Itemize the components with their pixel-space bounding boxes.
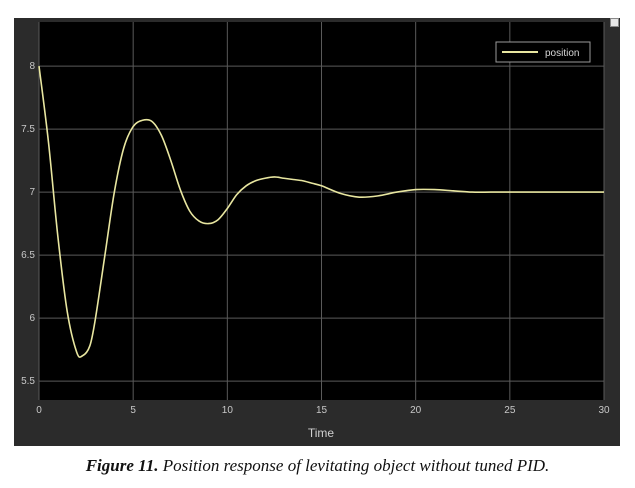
x-tick-labels: 0 5 10 15 20 25 30 <box>36 405 610 416</box>
figure-caption: Figure 11. Position response of levitati… <box>0 456 635 476</box>
x-tick-label: 20 <box>410 405 422 416</box>
legend-label: position <box>545 48 579 59</box>
x-tick-label: 10 <box>222 405 234 416</box>
y-tick-label: 6.5 <box>21 250 35 261</box>
scope-corner-icon <box>610 18 619 27</box>
x-tick-label: 0 <box>36 405 42 416</box>
scope-window: 5.5 6 6.5 7 7.5 8 0 5 10 15 20 25 30 Time position <box>14 18 620 446</box>
y-tick-label: 7 <box>29 187 35 198</box>
x-axis-label: Time <box>308 426 335 440</box>
y-tick-labels: 5.5 6 6.5 7 7.5 8 <box>21 61 35 387</box>
caption-text: Position response of levitating object w… <box>158 456 550 475</box>
y-tick-label: 6 <box>29 313 35 324</box>
y-tick-label: 8 <box>29 61 35 72</box>
x-tick-label: 30 <box>598 405 610 416</box>
x-tick-label: 15 <box>316 405 328 416</box>
legend: position <box>495 41 591 63</box>
y-tick-label: 7.5 <box>21 124 35 135</box>
chart: 5.5 6 6.5 7 7.5 8 0 5 10 15 20 25 30 Time position <box>21 22 610 440</box>
caption-label: Figure 11. <box>85 456 159 475</box>
x-tick-label: 25 <box>504 405 516 416</box>
x-tick-label: 5 <box>130 405 136 416</box>
series-line-position <box>38 66 604 358</box>
y-tick-label: 5.5 <box>21 376 35 387</box>
legend-box <box>495 41 591 63</box>
